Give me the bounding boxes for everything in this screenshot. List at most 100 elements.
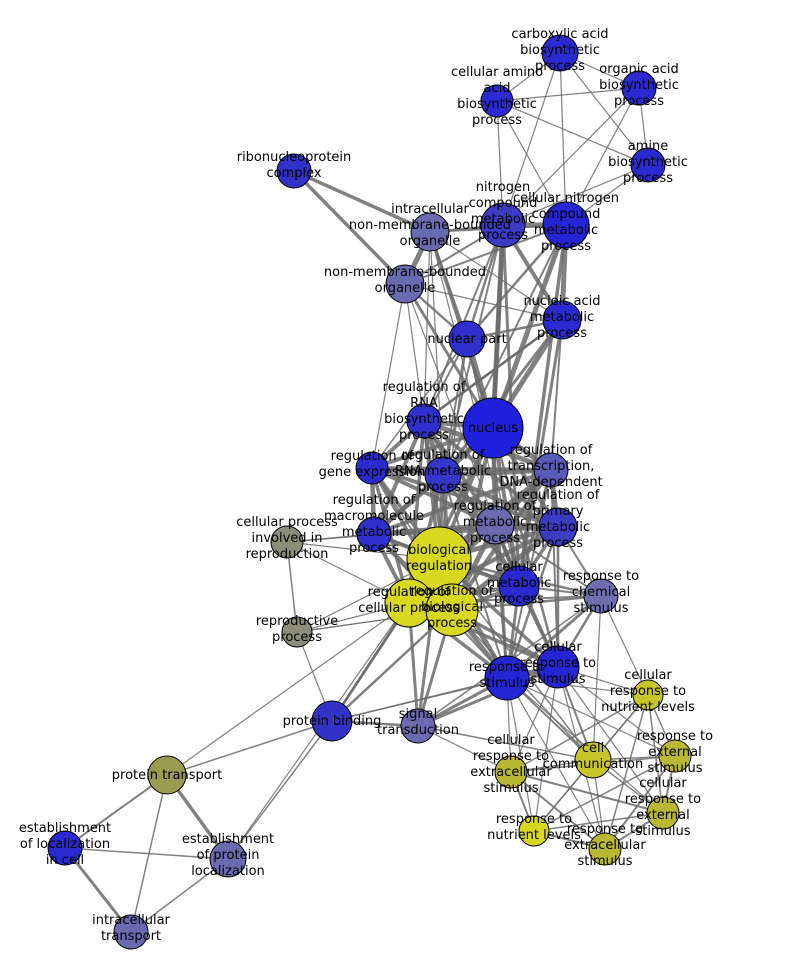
graph-node-cellular-response-to-external-stimulus[interactable] — [646, 796, 680, 830]
graph-edge — [423, 318, 563, 423]
graph-node-label: establishment of protein localization — [182, 832, 274, 879]
graph-edge — [600, 595, 649, 696]
graph-node-label: regulation of RNA metabolic process — [395, 448, 491, 495]
graph-node-cellular-nitrogen-compound-metabolic-process[interactable] — [542, 201, 590, 249]
graph-node-label: cellular process involved in reproduction — [236, 515, 338, 562]
graph-node-regulation-of-metabolic-process[interactable] — [475, 505, 515, 545]
graph-node-label: cell communication — [543, 741, 644, 772]
graph-node-cell-communication[interactable] — [574, 741, 612, 779]
graph-edge — [63, 847, 133, 933]
graph-edge — [227, 720, 333, 860]
graph-node-cellular-response-to-extracellular-stimulus[interactable] — [494, 755, 528, 789]
graph-edge — [592, 595, 602, 761]
graph-node-signal-transduction[interactable] — [400, 708, 436, 744]
graph-node-label: regulation of primary metabolic process — [517, 488, 600, 551]
graph-node-intracellular-transport[interactable] — [113, 914, 149, 950]
graph-node-label: regulation of cellular process — [358, 585, 460, 616]
graph-edge — [510, 771, 606, 850]
graph-edge — [441, 319, 564, 476]
graph-edge — [510, 771, 664, 814]
graph-edge — [466, 338, 520, 587]
graph-node-regulation-of-gene-expression[interactable] — [355, 451, 389, 485]
graph-edge — [502, 164, 649, 226]
graph-node-cellular-metabolic-process[interactable] — [498, 565, 540, 607]
graph-node-label: ribonucleoprotein complex — [237, 150, 352, 181]
graph-edge — [130, 858, 229, 933]
graph-node-label: cellular response to nutrient levels — [601, 668, 695, 715]
graph-node-label: reproductive process — [256, 614, 338, 645]
graph-edge — [533, 812, 664, 832]
graph-node-response-to-nutrient-levels[interactable] — [518, 815, 550, 847]
graph-node-protein-binding[interactable] — [311, 700, 353, 742]
graph-edge — [166, 602, 410, 776]
graph-node-response-to-chemical-stimulus[interactable] — [583, 578, 619, 614]
graph-edge — [293, 169, 431, 234]
graph-node-intracellular-non-membrane-bounded-organelle[interactable] — [410, 212, 450, 252]
graph-node-label: nuclear part — [427, 332, 506, 347]
graph-node-organic-acid-biosynthetic-process[interactable] — [621, 70, 657, 106]
graph-node-regulation-of-rna-metabolic-process[interactable] — [424, 456, 462, 494]
graph-node-cellular-response-to-stimulus[interactable] — [536, 645, 580, 689]
graph-node-regulation-of-transcription-dna-dependent[interactable] — [533, 452, 569, 488]
graph-edge — [423, 231, 431, 422]
graph-node-establishment-of-localization-in-cell[interactable] — [47, 830, 83, 866]
graph-node-protein-transport[interactable] — [147, 755, 187, 795]
graph-edge — [438, 338, 468, 560]
graph-edge — [491, 427, 560, 668]
graph-edge — [604, 755, 676, 850]
graph-node-nucleic-acid-metabolic-process[interactable] — [542, 300, 582, 340]
graph-node-establishment-of-protein-localization[interactable] — [209, 840, 247, 878]
graph-node-reproductive-process[interactable] — [281, 616, 313, 648]
graph-edge — [502, 87, 640, 226]
graph-node-ribonucleoprotein-complex[interactable] — [276, 153, 312, 189]
graph-node-label: establishment of localization in cell — [19, 821, 111, 868]
graph-node-cellular-response-to-nutrient-levels[interactable] — [632, 679, 664, 711]
graph-node-label: carboxylic acid biosynthetic process — [511, 27, 608, 74]
graph-node-response-to-external-stimulus[interactable] — [658, 739, 692, 773]
graph-edge — [505, 526, 560, 679]
graph-node-label: protein binding — [283, 714, 382, 729]
graph-edge — [491, 224, 505, 429]
graph-node-regulation-of-primary-metabolic-process[interactable] — [538, 507, 578, 547]
graph-edge — [331, 609, 453, 722]
graph-node-regulation-of-rna-biosynthetic-process[interactable] — [406, 403, 442, 439]
graph-node-nitrogen-compound-metabolic-process[interactable] — [480, 202, 526, 248]
graph-node-label: regulation of transcription, DNA-dependent — [499, 443, 602, 490]
graph-node-response-to-extracellular-stimulus[interactable] — [588, 832, 622, 866]
graph-node-label: response to external stimulus — [637, 729, 713, 776]
graph-edge — [559, 52, 567, 226]
graph-node-label: response to nutrient levels — [487, 812, 581, 843]
graph-node-response-to-stimulus[interactable] — [484, 655, 530, 701]
graph-edge — [550, 319, 563, 471]
graph-node-regulation-of-macromolecule-metabolic-process[interactable] — [356, 516, 392, 552]
graph-edge — [404, 283, 425, 422]
graph-node-label: cellular response to stimulus — [520, 640, 596, 687]
graph-edge — [496, 100, 649, 166]
graph-edge — [417, 725, 594, 761]
graph-node-cellular-process-involved-in-reproduction[interactable] — [270, 525, 304, 559]
graph-edge — [565, 87, 640, 226]
graph-node-nuclear-part[interactable] — [448, 320, 486, 358]
graph-node-label: organic acid biosynthetic process — [599, 62, 679, 109]
graph-node-label: intracellular transport — [92, 913, 170, 944]
graph-node-non-membrane-bounded-organelle[interactable] — [385, 264, 425, 304]
graph-node-regulation-of-biological-process[interactable] — [425, 583, 479, 637]
graph-node-carboxylic-acid-biosynthetic-process[interactable] — [541, 34, 579, 72]
graph-node-cellular-amino-acid-biosynthetic-process[interactable] — [480, 84, 514, 118]
graph-node-label: regulation of macromolecule metabolic proce… — [324, 493, 424, 556]
graph-edge — [371, 466, 559, 529]
graph-edge — [496, 87, 640, 102]
graph-edge — [371, 283, 406, 469]
graph-edge — [506, 677, 676, 757]
graph-node-label: regulation of gene expression — [319, 449, 426, 480]
graph-edge — [604, 694, 649, 850]
graph-edge — [442, 474, 508, 679]
graph-node-label: regulation of biological process — [411, 584, 494, 631]
graph-node-label: protein transport — [112, 768, 222, 783]
graph-edge — [64, 774, 168, 849]
graph-node-label: cellular nitrogen compound metabolic proces… — [513, 191, 619, 254]
graph-node-amine-biosynthetic-process[interactable] — [630, 147, 666, 183]
graph-edge — [533, 666, 559, 832]
graph-edge — [510, 694, 649, 773]
graph-node-nucleus[interactable] — [462, 397, 524, 459]
